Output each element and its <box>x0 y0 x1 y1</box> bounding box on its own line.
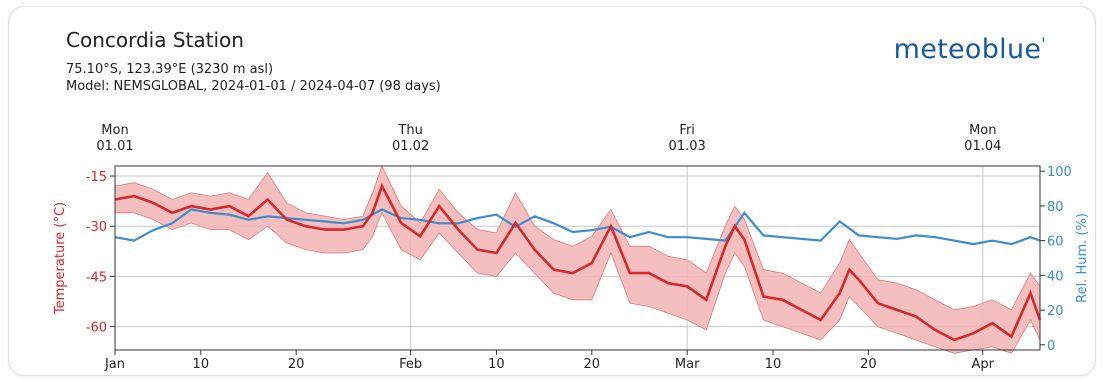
humidity-line <box>114 208 1041 246</box>
x-bottom-tick-label: Feb <box>399 357 422 372</box>
x-top-day-label: Mon <box>969 123 996 138</box>
axis-ticks: -15 -30 -45 -60 100 80 60 40 20 0 Jan 10 20 Feb 10 20 Ma… <box>86 123 1072 372</box>
y-left-tick-label: -60 <box>86 321 107 336</box>
temperature-axis-label: Temperature (°C) <box>53 202 68 315</box>
station-title: Concordia Station <box>66 28 244 52</box>
x-bottom-tick-label: 10 <box>765 357 782 372</box>
y-right-tick-label: 0 <box>1047 339 1055 354</box>
x-bottom-tick-label: Jan <box>104 357 125 372</box>
y-right-tick-label: 100 <box>1047 165 1072 180</box>
temperature-mean-line <box>114 182 1042 342</box>
y-left-tick-label: -45 <box>86 270 107 285</box>
y-right-tick-label: 20 <box>1047 304 1064 319</box>
station-coordinates: 75.10°S, 123.39°E (3230 m asl) <box>66 62 274 77</box>
x-bottom-tick-label: 10 <box>193 357 210 372</box>
y-right-tick-label: 60 <box>1047 235 1064 250</box>
x-bottom-tick-label: 10 <box>488 357 505 372</box>
temperature-min-line <box>115 211 1041 354</box>
plot-frame <box>114 165 1041 351</box>
humidity-axis-label: Rel. Hum. (%) <box>1075 213 1090 303</box>
x-bottom-tick-label: 20 <box>860 357 877 372</box>
x-bottom-tick-label: 20 <box>288 357 305 372</box>
y-left-tick-label: -15 <box>86 170 107 185</box>
x-bottom-tick-label: Mar <box>675 357 700 372</box>
x-top-date-label: 01.01 <box>96 139 133 154</box>
temperature-range-band <box>115 166 1040 354</box>
x-top-date-label: 01.04 <box>964 139 1001 154</box>
x-top-day-label: Fri <box>679 123 695 138</box>
x-top-day-label: Mon <box>101 123 128 138</box>
x-top-day-label: Thu <box>397 123 422 138</box>
y-right-tick-label: 40 <box>1047 269 1064 284</box>
logo-text: meteoblue <box>893 34 1042 65</box>
logo-mark: ' <box>1041 34 1046 53</box>
x-bottom-tick-label: Apr <box>972 357 995 372</box>
x-top-date-label: 01.02 <box>392 139 429 154</box>
x-top-date-label: 01.03 <box>669 139 706 154</box>
model-info: Model: NEMSGLOBAL, 2024-01-01 / 2024-04-… <box>66 79 441 94</box>
y-left-tick-label: -30 <box>86 220 107 235</box>
temperature-max-line <box>114 164 1041 311</box>
meteoblue-logo[interactable]: meteoblue' <box>894 34 1046 65</box>
y-right-tick-label: 80 <box>1047 200 1064 215</box>
x-bottom-tick-label: 20 <box>584 357 601 372</box>
